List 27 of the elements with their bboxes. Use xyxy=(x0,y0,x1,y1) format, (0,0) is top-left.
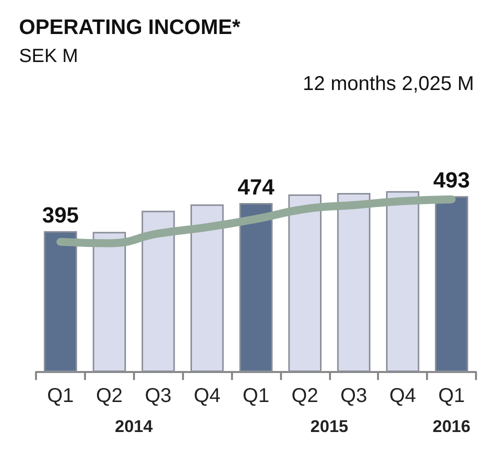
x-tick-label: Q4 xyxy=(389,385,416,407)
x-tick-label: Q2 xyxy=(96,385,123,407)
bar xyxy=(44,231,78,372)
data-label: 474 xyxy=(238,174,276,200)
text: 2016 xyxy=(432,417,470,436)
bar xyxy=(434,196,468,372)
text: 2014 xyxy=(114,417,154,436)
x-tick-label: Q1 xyxy=(438,385,465,407)
bar xyxy=(386,191,420,372)
bar xyxy=(190,204,224,372)
bar xyxy=(288,194,322,372)
text: 2015 xyxy=(310,417,348,436)
data-label: 493 xyxy=(433,168,470,193)
x-tick-label: Q4 xyxy=(194,385,220,407)
bar xyxy=(239,202,273,372)
x-tick-label: Q3 xyxy=(340,385,368,407)
bar xyxy=(337,192,370,372)
chart-subtitle: SEK M xyxy=(19,46,78,67)
chart-title: OPERATING INCOME* xyxy=(19,16,242,39)
x-tick-label: Q1 xyxy=(242,385,270,407)
bar xyxy=(92,232,126,372)
x-tick-label: Q3 xyxy=(144,385,172,407)
data-label: 395 xyxy=(42,202,79,228)
x-tick-label: Q1 xyxy=(47,385,74,407)
x-tick-label: Q2 xyxy=(292,385,318,407)
bar xyxy=(142,210,175,372)
text: 12 months 2,025 M xyxy=(302,73,474,95)
